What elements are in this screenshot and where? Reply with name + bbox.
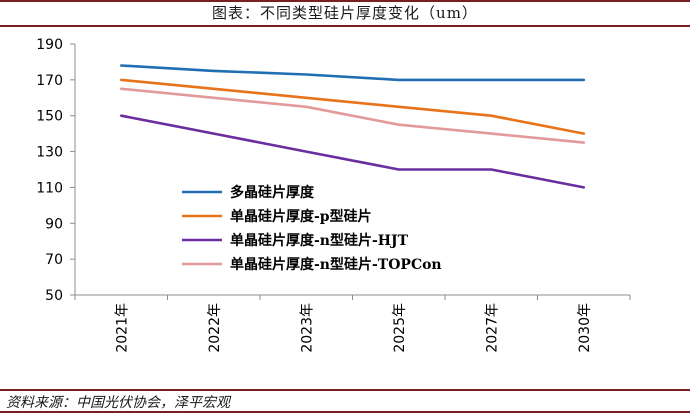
x-tick-label: 2027年	[484, 303, 500, 353]
x-tick-label: 2025年	[392, 303, 408, 353]
bottom-rule	[0, 411, 690, 413]
y-tick-label: 70	[45, 252, 63, 268]
x-tick-label: 2030年	[577, 303, 593, 353]
source-divider	[0, 389, 690, 391]
legend-label-3: 单晶硅片厚度-n型硅片-HJT	[230, 232, 409, 249]
y-tick-label: 50	[45, 288, 63, 304]
y-tick-label: 90	[45, 216, 63, 232]
x-tick-label: 2022年	[207, 303, 223, 353]
x-tick-label: 2021年	[114, 303, 130, 353]
y-tick-label: 130	[36, 145, 63, 161]
chart-title: 图表：不同类型硅片厚度变化（um）	[212, 4, 478, 22]
legend-label-4: 单晶硅片厚度-n型硅片-TOPCon	[230, 256, 442, 273]
legend-label-2: 单晶硅片厚度-p型硅片	[230, 208, 372, 225]
y-tick-label: 150	[36, 109, 63, 125]
y-tick-label: 190	[36, 37, 63, 53]
title-divider	[0, 25, 690, 27]
y-tick-label: 110	[36, 180, 63, 196]
top-rule	[0, 0, 690, 2]
series-line-3	[120, 114, 586, 189]
source-note: 资料来源：中国光伏协会，泽平宏观	[6, 395, 230, 411]
series-line-2	[120, 78, 586, 135]
y-tick-label: 170	[36, 73, 63, 89]
legend-label-1: 多晶硅片厚度	[230, 184, 315, 201]
series-line-1	[120, 64, 586, 82]
series-line-4	[120, 87, 586, 144]
x-tick-label: 2023年	[299, 303, 315, 353]
